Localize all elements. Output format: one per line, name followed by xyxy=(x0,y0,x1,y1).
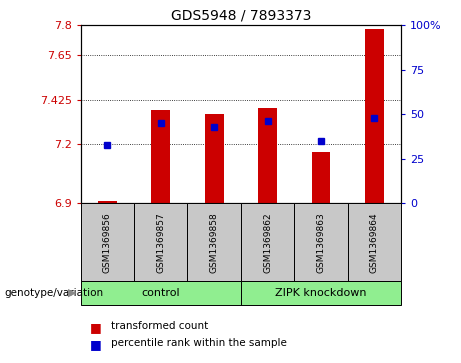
Title: GDS5948 / 7893373: GDS5948 / 7893373 xyxy=(171,9,311,23)
Text: genotype/variation: genotype/variation xyxy=(5,288,104,298)
Text: GSM1369858: GSM1369858 xyxy=(210,212,219,273)
Text: GSM1369862: GSM1369862 xyxy=(263,212,272,273)
Text: transformed count: transformed count xyxy=(111,321,208,331)
Text: control: control xyxy=(142,288,180,298)
Text: ■: ■ xyxy=(90,338,101,351)
Text: percentile rank within the sample: percentile rank within the sample xyxy=(111,338,287,348)
Bar xyxy=(258,109,277,203)
Text: ZIPK knockdown: ZIPK knockdown xyxy=(275,288,366,298)
Bar xyxy=(205,114,224,203)
Text: GSM1369863: GSM1369863 xyxy=(316,212,325,273)
Text: GSM1369856: GSM1369856 xyxy=(103,212,112,273)
Bar xyxy=(365,29,384,203)
Bar xyxy=(312,152,331,203)
Text: ▶: ▶ xyxy=(68,288,76,298)
Text: GSM1369857: GSM1369857 xyxy=(156,212,165,273)
Text: ■: ■ xyxy=(90,321,101,334)
Bar xyxy=(98,201,117,203)
Bar xyxy=(151,110,170,203)
Text: GSM1369864: GSM1369864 xyxy=(370,212,379,273)
